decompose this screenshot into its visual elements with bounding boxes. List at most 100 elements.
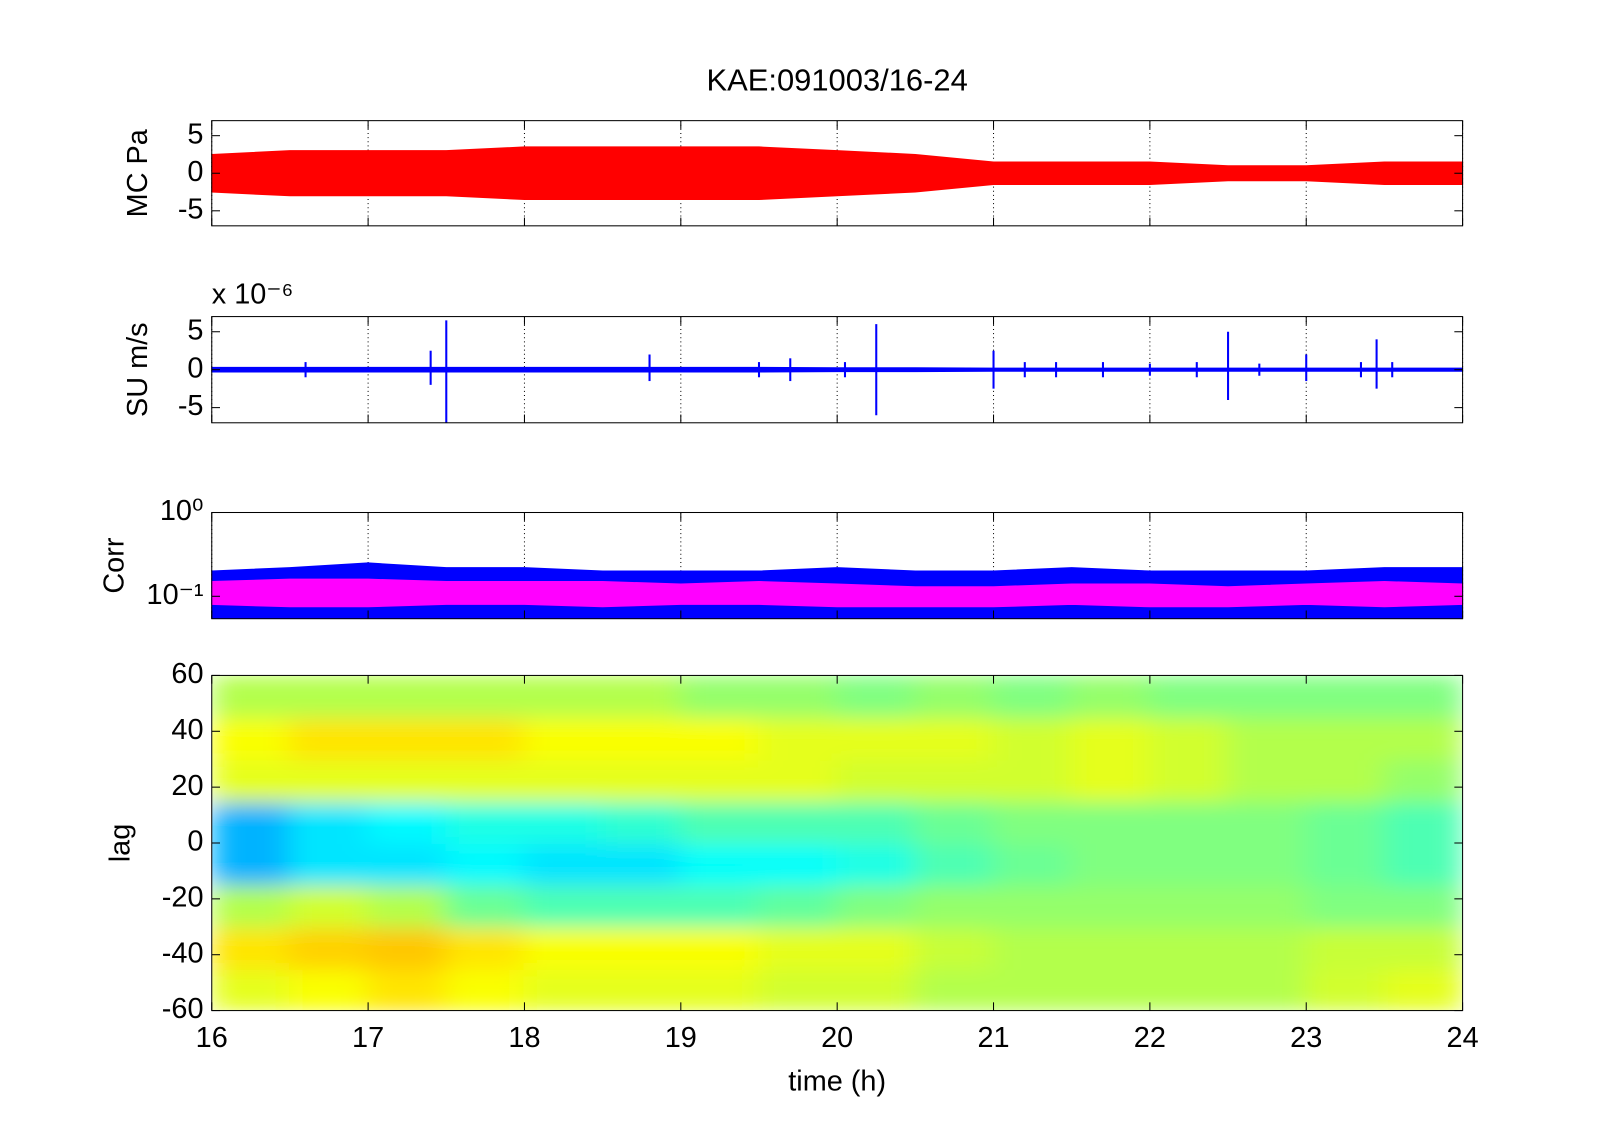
heatmap-cell <box>1305 716 1386 761</box>
y-axis-label: SU m/s <box>122 322 154 417</box>
y-tick-label: 0 <box>187 352 203 384</box>
y-tick-label: 40 <box>171 714 203 746</box>
y-axis-label: lag <box>105 824 137 863</box>
y-tick-label: -5 <box>178 390 204 422</box>
heatmap-cell <box>1070 967 1151 1011</box>
heatmap-cell <box>992 716 1073 761</box>
heatmap-cell <box>1148 758 1230 803</box>
heatmap-cell <box>1305 758 1386 803</box>
heatmap-cell <box>288 883 370 928</box>
y-tick-label: -40 <box>162 937 204 969</box>
heatmap-cell <box>914 716 995 761</box>
heatmap-cell <box>288 675 370 719</box>
heatmap-cell <box>1227 716 1308 761</box>
heatmap-cell <box>288 716 370 761</box>
heatmap-cell <box>914 883 995 928</box>
heatmap-cell <box>445 758 526 803</box>
heatmap-cell <box>1070 883 1151 928</box>
heatmap-cell <box>445 675 526 719</box>
heatmap <box>211 675 1463 1011</box>
heatmap-cell <box>523 800 604 845</box>
heatmap-cell <box>757 883 839 928</box>
heatmap-cell <box>1148 967 1230 1011</box>
heatmap-cell <box>836 841 917 886</box>
heatmap-cell <box>757 758 839 803</box>
heatmap-cell <box>367 716 448 761</box>
x-tick-label: 18 <box>508 1022 540 1054</box>
heatmap-cell <box>1148 841 1230 886</box>
heatmap-cell <box>1227 883 1308 928</box>
heatmap-cell <box>367 675 448 719</box>
heatmap-cell <box>211 800 291 845</box>
heatmap-cell <box>757 800 839 845</box>
heatmap-cell <box>1148 800 1230 845</box>
heatmap-cell <box>1305 841 1386 886</box>
heatmap-cell <box>445 800 526 845</box>
heatmap-cell <box>914 675 995 719</box>
heatmap-cell <box>523 883 604 928</box>
heatmap-cell <box>288 967 370 1011</box>
heatmap-cell <box>1227 841 1308 886</box>
heatmap-cell <box>1383 675 1463 719</box>
y-multiplier: x 10⁻⁶ <box>212 279 294 311</box>
heatmap-cell <box>1383 967 1463 1011</box>
heatmap-cell <box>367 841 448 886</box>
heatmap-cell <box>445 716 526 761</box>
heatmap-cell <box>1227 675 1308 719</box>
heatmap-cell <box>914 758 995 803</box>
x-tick-label: 22 <box>1134 1022 1166 1054</box>
heatmap-cell <box>1383 758 1463 803</box>
heatmap-cell <box>914 967 995 1011</box>
heatmap-cell <box>914 800 995 845</box>
heatmap-cell <box>1227 967 1308 1011</box>
heatmap-cell <box>1227 925 1308 970</box>
heatmap-cell <box>445 841 526 886</box>
heatmap-cell <box>288 800 370 845</box>
heatmap-cell <box>523 925 604 970</box>
heatmap-cell <box>1070 800 1151 845</box>
heatmap-cell <box>211 841 291 886</box>
heatmap-cell <box>1305 675 1386 719</box>
heatmap-cells <box>211 675 1463 1011</box>
y-tick-label: 5 <box>187 314 203 346</box>
heatmap-cell <box>836 800 917 845</box>
heatmap-cell <box>211 883 291 928</box>
heatmap-cell <box>601 675 682 719</box>
heatmap-cell <box>288 925 370 970</box>
heatmap-cell <box>679 841 761 886</box>
heatmap-cell <box>836 716 917 761</box>
heatmap-cell <box>211 716 291 761</box>
heatmap-cell <box>679 675 761 719</box>
heatmap-cell <box>1383 841 1463 886</box>
heatmap-cell <box>367 800 448 845</box>
heatmap-cell <box>836 883 917 928</box>
y-tick-label: 10⁰ <box>160 495 204 527</box>
heatmap-cell <box>757 925 839 970</box>
heatmap-cell <box>445 925 526 970</box>
heatmap-cell <box>211 758 291 803</box>
heatmap-cell <box>367 758 448 803</box>
x-tick-label: 19 <box>665 1022 697 1054</box>
heatmap-cell <box>1070 675 1151 719</box>
x-tick-label: 23 <box>1290 1022 1322 1054</box>
heatmap-cell <box>1148 716 1230 761</box>
heatmap-cell <box>1227 758 1308 803</box>
x-tick-label: 17 <box>352 1022 384 1054</box>
heatmap-cell <box>679 800 761 845</box>
y-axis-label: MC Pa <box>122 128 154 217</box>
heatmap-cell <box>601 841 682 886</box>
heatmap-cell <box>992 758 1073 803</box>
y-tick-label: 10⁻¹ <box>147 579 204 611</box>
heatmap-cell <box>601 925 682 970</box>
heatmap-cell <box>523 967 604 1011</box>
x-tick-label: 16 <box>196 1022 228 1054</box>
x-axis-label: time (h) <box>788 1065 886 1097</box>
x-tick-label: 21 <box>977 1022 1009 1054</box>
heatmap-cell <box>836 967 917 1011</box>
heatmap-cell <box>992 925 1073 970</box>
heatmap-cell <box>992 841 1073 886</box>
heatmap-cell <box>367 967 448 1011</box>
heatmap-cell <box>1070 758 1151 803</box>
